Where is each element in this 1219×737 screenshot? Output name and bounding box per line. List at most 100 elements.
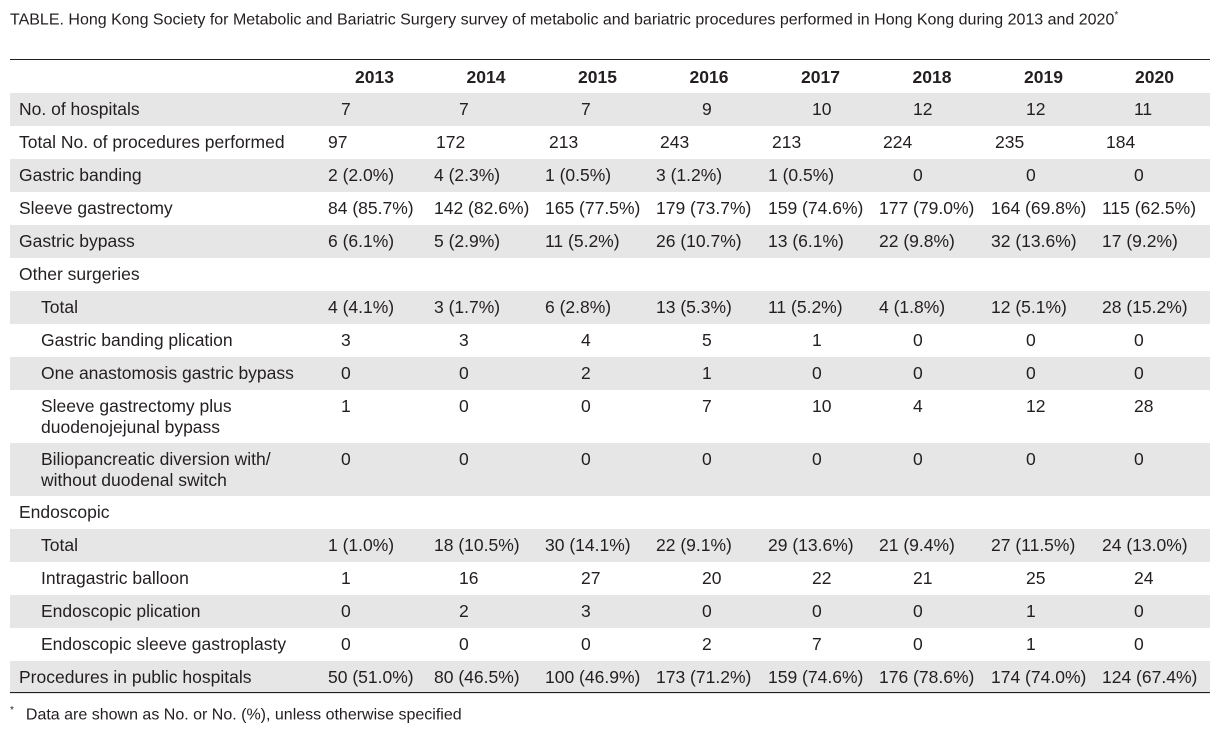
cell-2013: 1 bbox=[341, 568, 351, 588]
cell-2020: 124 (67.4%) bbox=[1099, 661, 1210, 694]
table-row: Gastric bypass 6 (6.1%) 5 (2.9%) 11 (5.2%) 2… bbox=[10, 225, 1210, 258]
cell-2020: 0 bbox=[1099, 357, 1210, 390]
cell-2013: 3 bbox=[341, 330, 351, 350]
row-label: Gastric banding plication bbox=[10, 324, 319, 357]
cell-2017: 213 bbox=[772, 132, 802, 152]
cell-2017: 159 (74.6%) bbox=[768, 198, 864, 218]
cell-2019: 32 (13.6%) bbox=[988, 225, 1099, 258]
table-row: Biliopancreatic diversion with/without d… bbox=[10, 443, 1210, 496]
cell-2017: 1 (0.5%) bbox=[765, 159, 876, 192]
cell-2020: 24 (13.0%) bbox=[1099, 529, 1210, 562]
cell-2017: 29 (13.6%) bbox=[765, 529, 876, 562]
row-label: Gastric banding bbox=[10, 159, 319, 192]
cell-2019: 27 (11.5%) bbox=[988, 529, 1099, 562]
cell-2014: 0 bbox=[430, 357, 542, 390]
cell-2014: 3 bbox=[459, 330, 469, 350]
cell-2016: 22 (9.1%) bbox=[653, 529, 765, 562]
row-label-text: Endoscopic sleeve gastroplasty bbox=[41, 634, 287, 654]
cell-2015: 4 bbox=[581, 330, 591, 350]
cell-2019: 12 bbox=[1026, 396, 1046, 416]
cell-2015: 6 (2.8%) bbox=[542, 291, 653, 324]
header-year: 2017 bbox=[801, 67, 840, 87]
cell-2018: 0 bbox=[876, 443, 988, 496]
row-label-text: Sleeve gastrectomy bbox=[19, 198, 173, 218]
cell-2015: 0 bbox=[542, 443, 653, 496]
cell-2014: 3 (1.7%) bbox=[430, 291, 542, 324]
cell-2020: 0 bbox=[1099, 595, 1210, 628]
cell-2018 bbox=[876, 258, 988, 291]
cell-2014: 7 bbox=[430, 93, 542, 126]
cell-2014: 2 bbox=[430, 595, 542, 628]
cell-2016: 1 bbox=[653, 357, 765, 390]
row-label: Biliopancreatic diversion with/without d… bbox=[10, 443, 319, 496]
table-row: Total 1 (1.0%) 18 (10.5%) 30 (14.1%) 22 (9.1… bbox=[10, 529, 1210, 562]
cell-2019: 1 bbox=[1026, 634, 1036, 654]
cell-2019: 0 bbox=[988, 159, 1099, 192]
cell-2019 bbox=[988, 496, 1099, 529]
table-row: Total No. of procedures performed 97 172 21… bbox=[10, 126, 1210, 159]
row-label-text: One anastomosis gastric bypass bbox=[41, 363, 294, 383]
row-label: Total bbox=[10, 291, 319, 324]
row-label-text: Total bbox=[41, 297, 78, 317]
cell-2013: 6 (6.1%) bbox=[319, 225, 430, 258]
cell-2014: 0 bbox=[459, 634, 469, 654]
cell-2013: 4 (4.1%) bbox=[319, 291, 430, 324]
cell-2017: 159 (74.6%) bbox=[765, 661, 876, 694]
table-row: Endoscopic plication 0 2 3 0 0 0 1 0 bbox=[10, 595, 1210, 628]
cell-2019: 25 bbox=[1026, 568, 1046, 588]
row-label: Endoscopic sleeve gastroplasty bbox=[10, 628, 319, 661]
cell-2018: 177 (79.0%) bbox=[879, 198, 975, 218]
cell-2016: 243 bbox=[660, 132, 690, 152]
cell-2018 bbox=[876, 496, 988, 529]
cell-2016: 0 bbox=[653, 443, 765, 496]
row-label-text: Biliopancreatic diversion with/ bbox=[41, 449, 271, 469]
table-row: Intragastric balloon 1 16 27 20 22 21 25 24 bbox=[10, 562, 1210, 595]
cell-2019: 1 bbox=[988, 595, 1099, 628]
header-year: 2019 bbox=[1024, 67, 1063, 87]
table-row: Endoscopic sleeve gastroplasty 0 0 0 2 7 0 1 0 bbox=[10, 628, 1210, 661]
cell-2016: 173 (71.2%) bbox=[653, 661, 765, 694]
header-year: 2016 bbox=[689, 67, 729, 87]
cell-2017: 22 bbox=[812, 568, 832, 588]
top-rule bbox=[10, 59, 1210, 60]
cell-2017: 7 bbox=[812, 634, 822, 654]
cell-2019: 12 bbox=[988, 93, 1099, 126]
procedures-table: 2013 2014 2015 2016 2017 2018 2019 2020 … bbox=[10, 61, 1210, 694]
cell-2019: 12 (5.1%) bbox=[988, 291, 1099, 324]
row-label-text-line2: without duodenal switch bbox=[41, 469, 227, 490]
cell-2018: 0 bbox=[913, 330, 923, 350]
cell-2014: 172 bbox=[436, 132, 466, 152]
row-label: Sleeve gastrectomy bbox=[10, 192, 319, 225]
cell-2014: 0 bbox=[459, 396, 469, 416]
table-row: Gastric banding 2 (2.0%) 4 (2.3%) 1 (0.5%) 3… bbox=[10, 159, 1210, 192]
row-label: Other surgeries bbox=[10, 258, 319, 291]
table-caption: TABLE. Hong Kong Society for Metabolic a… bbox=[10, 6, 1210, 30]
cell-2013 bbox=[319, 258, 430, 291]
cell-2016: 26 (10.7%) bbox=[653, 225, 765, 258]
cell-2017 bbox=[765, 258, 876, 291]
row-label: Procedures in public hospitals bbox=[10, 661, 319, 694]
header-year: 2020 bbox=[1135, 67, 1174, 87]
row-label-text: No. of hospitals bbox=[19, 99, 140, 119]
cell-2018: 21 bbox=[913, 568, 933, 588]
cell-2015: 213 bbox=[549, 132, 579, 152]
cell-2015: 27 bbox=[581, 568, 601, 588]
cell-2013: 1 (1.0%) bbox=[319, 529, 430, 562]
row-label: Sleeve gastrectomy plus duodenojejunal by… bbox=[10, 390, 319, 443]
cell-2020 bbox=[1099, 258, 1210, 291]
cell-2018: 0 bbox=[876, 159, 988, 192]
cell-2017: 0 bbox=[765, 357, 876, 390]
cell-2015: 3 bbox=[542, 595, 653, 628]
cell-2015: 0 bbox=[581, 634, 591, 654]
cell-2017: 0 bbox=[765, 595, 876, 628]
cell-2020: 24 bbox=[1134, 568, 1154, 588]
cell-2013 bbox=[319, 496, 430, 529]
cell-2020: 115 (62.5%) bbox=[1102, 198, 1197, 218]
cell-2018: 22 (9.8%) bbox=[876, 225, 988, 258]
table-row: Total 4 (4.1%) 3 (1.7%) 6 (2.8%) 13 (5.3%) 11… bbox=[10, 291, 1210, 324]
cell-2020: 11 bbox=[1099, 93, 1210, 126]
cell-2016: 2 bbox=[702, 634, 712, 654]
cell-2014: 142 (82.6%) bbox=[434, 198, 530, 218]
cell-2019: 0 bbox=[988, 443, 1099, 496]
cell-2015: 11 (5.2%) bbox=[542, 225, 653, 258]
